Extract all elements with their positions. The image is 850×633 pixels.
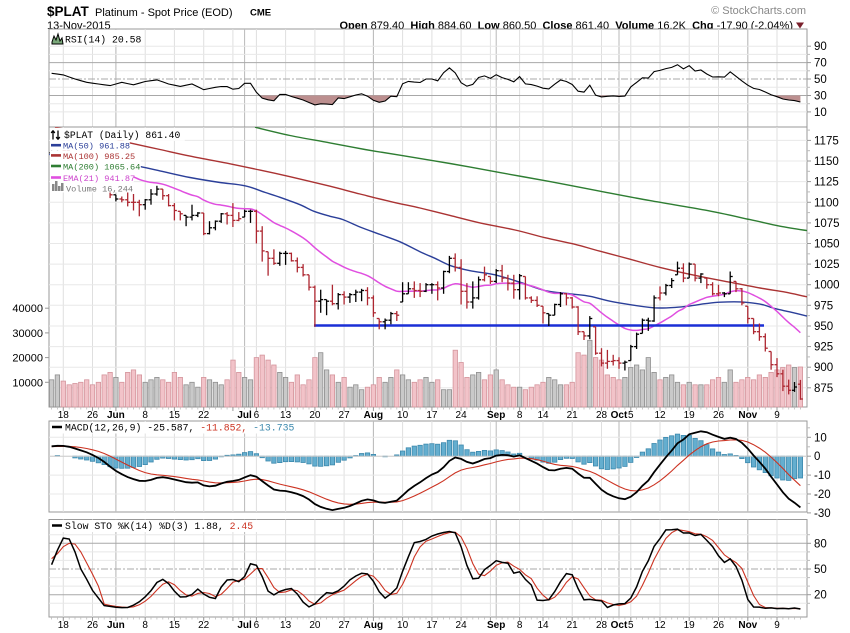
svg-text:1100: 1100 (814, 197, 839, 209)
svg-text:24: 24 (456, 410, 468, 421)
svg-text:1125: 1125 (814, 177, 839, 189)
svg-text:26: 26 (713, 620, 725, 631)
svg-text:$PLAT (Daily) 861.40: $PLAT (Daily) 861.40 (64, 130, 180, 141)
svg-text:9: 9 (774, 410, 780, 421)
svg-text:Sep: Sep (487, 620, 505, 631)
svg-text:28: 28 (596, 620, 608, 631)
svg-text:15: 15 (169, 410, 181, 421)
svg-text:Jun: Jun (107, 410, 125, 421)
svg-text:26: 26 (713, 410, 725, 421)
svg-text:70: 70 (814, 58, 827, 70)
svg-text:1000: 1000 (814, 280, 840, 292)
svg-text:26: 26 (87, 410, 99, 421)
svg-text:EMA(21) 941.87: EMA(21) 941.87 (63, 174, 135, 184)
svg-text:30000: 30000 (12, 328, 43, 340)
svg-text:1025: 1025 (814, 259, 840, 271)
svg-text:18: 18 (58, 410, 70, 421)
svg-text:10: 10 (814, 107, 827, 119)
svg-text:MACD(12,26,9) -25.587, -11.852: MACD(12,26,9) -25.587, -11.852, -13.735 (65, 423, 294, 434)
svg-text:Jun: Jun (107, 620, 125, 631)
svg-text:12: 12 (654, 410, 666, 421)
svg-text:-20: -20 (814, 489, 831, 501)
svg-text:MA(100) 985.25: MA(100) 985.25 (63, 152, 135, 162)
svg-text:-10: -10 (814, 470, 831, 482)
svg-text:5: 5 (628, 620, 634, 631)
svg-text:15: 15 (169, 620, 181, 631)
svg-text:21: 21 (567, 620, 579, 631)
svg-text:Jul: Jul (237, 620, 252, 631)
svg-text:1050: 1050 (814, 239, 840, 251)
svg-text:13: 13 (280, 410, 292, 421)
svg-text:28: 28 (596, 410, 608, 421)
svg-text:40000: 40000 (12, 303, 43, 315)
svg-text:19: 19 (684, 410, 696, 421)
svg-text:19: 19 (684, 620, 696, 631)
svg-text:27: 27 (339, 620, 351, 631)
svg-text:875: 875 (814, 383, 833, 395)
svg-text:90: 90 (814, 41, 827, 53)
svg-text:80: 80 (814, 538, 827, 550)
svg-text:Platinum - Spot Price (EOD): Platinum - Spot Price (EOD) (95, 7, 233, 19)
svg-text:9: 9 (774, 620, 780, 631)
svg-text:MA(200) 1065.64: MA(200) 1065.64 (63, 163, 140, 173)
svg-text:975: 975 (814, 300, 833, 312)
svg-text:10: 10 (397, 410, 409, 421)
svg-text:-30: -30 (814, 508, 831, 520)
svg-text:24: 24 (456, 620, 468, 631)
svg-text:Oct: Oct (611, 620, 628, 631)
svg-text:8: 8 (142, 620, 148, 631)
svg-text:10: 10 (397, 620, 409, 631)
svg-text:8: 8 (517, 410, 523, 421)
svg-text:18: 18 (58, 620, 70, 631)
svg-text:20: 20 (309, 410, 321, 421)
svg-text:MA(50) 961.88: MA(50) 961.88 (63, 142, 130, 152)
svg-text:17: 17 (426, 410, 438, 421)
svg-text:22: 22 (198, 410, 210, 421)
svg-text:950: 950 (814, 321, 833, 333)
svg-text:Nov: Nov (738, 410, 757, 421)
svg-text:Sep: Sep (487, 410, 505, 421)
svg-text:8: 8 (517, 620, 523, 631)
svg-text:20: 20 (309, 620, 321, 631)
svg-text:1075: 1075 (814, 218, 840, 230)
svg-text:6: 6 (254, 410, 260, 421)
svg-text:Volume 16,244: Volume 16,244 (66, 184, 133, 194)
svg-text:© StockCharts.com: © StockCharts.com (711, 5, 806, 17)
svg-text:Oct: Oct (611, 410, 628, 421)
svg-text:50: 50 (814, 74, 827, 86)
svg-text:22: 22 (198, 620, 210, 631)
svg-text:12: 12 (654, 620, 666, 631)
svg-text:Slow STO %K(14) %D(3) 1.88, 2.: Slow STO %K(14) %D(3) 1.88, 2.45 (65, 521, 253, 532)
svg-text:925: 925 (814, 342, 833, 354)
svg-text:$PLAT: $PLAT (47, 4, 90, 19)
svg-text:30: 30 (814, 91, 827, 103)
svg-text:26: 26 (87, 620, 99, 631)
svg-text:14: 14 (537, 410, 549, 421)
svg-text:5: 5 (628, 410, 634, 421)
svg-text:10000: 10000 (12, 377, 43, 389)
svg-text:CME: CME (250, 8, 271, 19)
svg-text:6: 6 (254, 620, 260, 631)
svg-text:17: 17 (426, 620, 438, 631)
svg-text:10: 10 (814, 432, 827, 444)
svg-text:13: 13 (280, 620, 292, 631)
svg-text:1150: 1150 (814, 156, 839, 168)
svg-text:900: 900 (814, 362, 833, 374)
svg-text:Jul: Jul (237, 410, 252, 421)
svg-text:27: 27 (339, 410, 351, 421)
svg-text:Nov: Nov (738, 620, 757, 631)
svg-text:Aug: Aug (364, 620, 383, 631)
svg-text:14: 14 (537, 620, 549, 631)
svg-text:Aug: Aug (364, 410, 383, 421)
svg-text:20000: 20000 (12, 353, 43, 365)
svg-text:20: 20 (814, 590, 827, 602)
svg-text:RSI(14) 20.58: RSI(14) 20.58 (65, 35, 142, 46)
svg-text:1175: 1175 (814, 135, 839, 147)
svg-text:50: 50 (814, 564, 827, 576)
svg-text:8: 8 (142, 410, 148, 421)
svg-text:21: 21 (567, 410, 579, 421)
svg-text:0: 0 (814, 451, 820, 463)
